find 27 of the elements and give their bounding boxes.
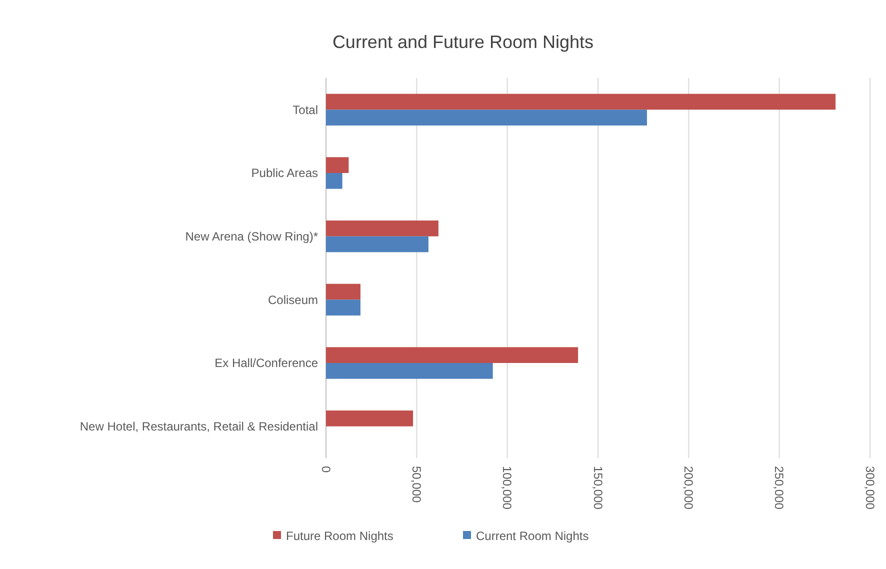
- bar: [326, 173, 342, 189]
- y-tick-label: Total: [292, 102, 318, 117]
- y-tick-label: New Arena (Show Ring)*: [185, 230, 318, 244]
- bar: [326, 410, 414, 426]
- x-tick-label: 250,000: [772, 466, 786, 510]
- x-tick-label: 150,000: [590, 466, 605, 510]
- y-tick-label: New Hotel, Restaurants, Retail & Residential: [80, 420, 318, 434]
- bar: [326, 110, 647, 126]
- chart-title: Current and Future Room Nights: [332, 32, 594, 52]
- legend-label: Current Room Nights: [476, 529, 589, 544]
- bar: [326, 236, 428, 252]
- bar: [326, 300, 360, 316]
- x-tick-label: 300,000: [862, 466, 877, 510]
- y-tick-label: Public Areas: [251, 166, 318, 180]
- bar: [326, 363, 493, 379]
- x-tick-label: 100,000: [500, 466, 514, 510]
- legend-label: Future Room Nights: [286, 529, 394, 544]
- bar: [326, 220, 438, 236]
- x-tick-label: 50,000: [409, 466, 424, 504]
- bar: [326, 284, 360, 300]
- x-tick-label: 200,000: [681, 466, 696, 510]
- y-tick-label: Coliseum: [268, 292, 318, 307]
- y-tick-label: Ex Hall/Conference: [214, 356, 318, 370]
- x-tick-label: 0: [318, 466, 333, 473]
- bar: [326, 347, 578, 363]
- bar: [326, 94, 836, 110]
- bar: [326, 157, 349, 173]
